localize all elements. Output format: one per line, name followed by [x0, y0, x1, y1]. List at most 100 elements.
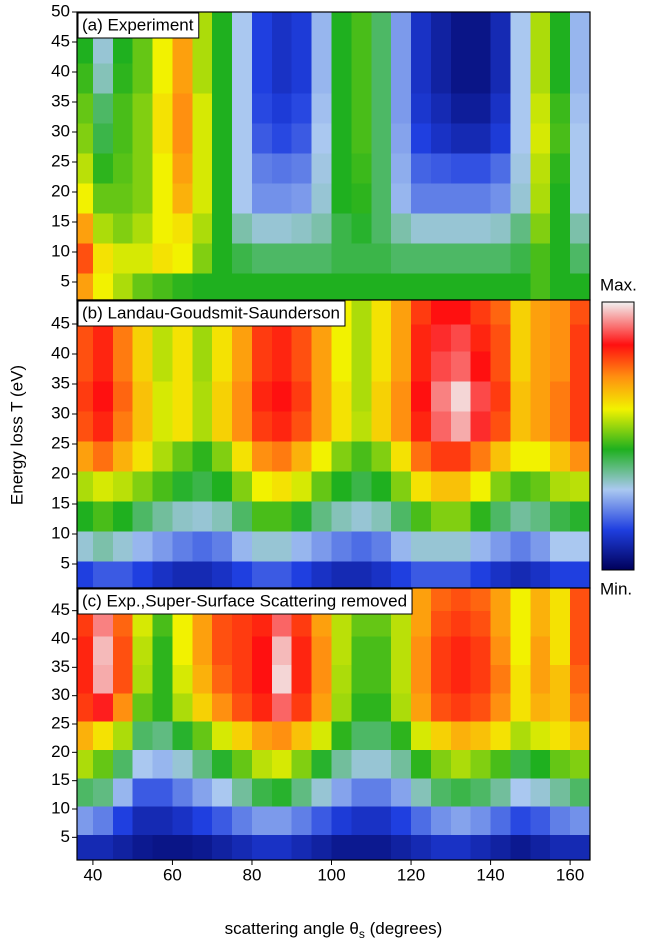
heat-cell — [470, 36, 492, 64]
heat-cell — [331, 471, 352, 502]
heat-cell — [77, 324, 94, 352]
heat-cell — [371, 243, 392, 274]
heat-cell — [470, 471, 492, 502]
heat-cell — [251, 273, 273, 301]
heat-cell — [212, 243, 233, 274]
heat-cell — [450, 93, 472, 124]
heat-cell — [411, 749, 432, 779]
heat-cell — [391, 441, 412, 472]
heat-cell — [172, 36, 193, 64]
heat-cell — [470, 531, 492, 562]
heat-cell — [172, 153, 193, 184]
heat-cell — [92, 351, 114, 382]
heat-cell — [311, 471, 333, 502]
heat-cell — [271, 721, 293, 750]
heat-cell — [291, 12, 313, 37]
heat-cell — [411, 834, 432, 861]
heat-cell — [391, 561, 412, 589]
heat-cell — [311, 63, 333, 94]
y-tick-label: 30 — [51, 403, 70, 422]
heat-cell — [172, 243, 193, 274]
heat-cell — [570, 636, 591, 665]
heat-cell — [391, 153, 412, 184]
heat-cell — [550, 777, 571, 807]
heat-cell — [470, 300, 492, 325]
heat-cell — [77, 501, 94, 532]
heat-cell — [291, 411, 313, 442]
heat-cell — [331, 324, 352, 352]
heat-cell — [92, 721, 114, 750]
heat-cell — [530, 153, 551, 184]
y-axis-label: Energy loss T (eV) — [7, 365, 26, 505]
heat-cell — [232, 721, 253, 750]
heat-cell — [92, 692, 114, 722]
heat-cell — [77, 93, 94, 124]
heat-cell — [351, 636, 372, 665]
heat-cell — [510, 411, 531, 442]
heat-cell — [411, 531, 432, 562]
heat-cell — [331, 381, 352, 412]
heat-cell — [152, 721, 173, 750]
heat-cell — [311, 692, 333, 722]
heat-cell — [490, 636, 511, 665]
heat-cell — [331, 153, 352, 184]
heat-cell — [450, 351, 472, 382]
heat-cell — [570, 300, 591, 325]
heat-cell — [112, 324, 134, 352]
heat-cell — [411, 610, 432, 637]
heat-cell — [271, 777, 293, 807]
heat-cell — [371, 501, 392, 532]
heat-cell — [351, 834, 372, 861]
y-tick-label: 50 — [51, 1, 70, 20]
heat-cell — [570, 749, 591, 779]
heat-cell — [311, 273, 333, 301]
heat-cell — [232, 664, 253, 694]
heat-cell — [92, 561, 114, 589]
heat-cell — [510, 300, 531, 325]
heat-cell — [291, 501, 313, 532]
heat-cell — [251, 636, 273, 665]
heat-cell — [251, 213, 273, 244]
y-tick-label: 35 — [51, 657, 70, 676]
heat-cell — [251, 610, 273, 637]
heat-cell — [132, 834, 154, 861]
heat-cell — [331, 806, 352, 835]
heat-cell — [271, 381, 293, 412]
heat-cell — [271, 806, 293, 835]
heat-cell — [570, 692, 591, 722]
heat-cell — [411, 243, 432, 274]
heat-cell — [132, 610, 154, 637]
heat-cell — [77, 213, 94, 244]
heat-cell — [172, 93, 193, 124]
heat-cell — [450, 610, 472, 637]
heat-cell — [570, 213, 591, 244]
heat-cell — [550, 471, 571, 502]
heat-cell — [271, 561, 293, 589]
heat-cell — [212, 664, 233, 694]
heat-cell — [530, 123, 551, 154]
heat-cell — [430, 610, 452, 637]
heat-cell — [391, 63, 412, 94]
heat-cell — [570, 501, 591, 532]
heat-cell — [291, 36, 313, 64]
heat-cell — [192, 324, 213, 352]
heat-cell — [112, 213, 134, 244]
heat-cell — [152, 324, 173, 352]
heat-cell — [232, 93, 253, 124]
heat-cell — [132, 36, 154, 64]
heat-cell — [132, 183, 154, 214]
heat-cell — [271, 273, 293, 301]
heat-cell — [251, 806, 273, 835]
heat-cell — [311, 777, 333, 807]
heat-cell — [510, 324, 531, 352]
heat-cell — [490, 183, 511, 214]
heat-cell — [550, 300, 571, 325]
heat-cell — [92, 531, 114, 562]
heat-cell — [470, 777, 492, 807]
heat-cell — [212, 531, 233, 562]
heat-cell — [550, 213, 571, 244]
heat-cell — [212, 561, 233, 589]
heat-cell — [311, 806, 333, 835]
y-tick-label: 25 — [51, 713, 70, 732]
